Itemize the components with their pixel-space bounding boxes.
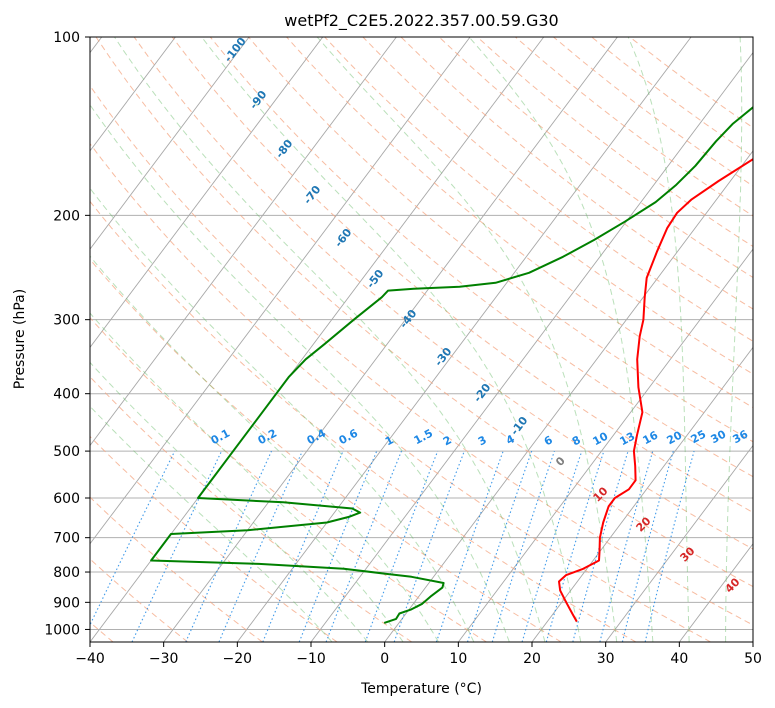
mixing-ratio-line xyxy=(364,450,439,642)
dewpoint-profile-line xyxy=(150,105,753,624)
mixing-ratio-line xyxy=(545,450,605,642)
y-tick-label: 300 xyxy=(53,313,80,329)
x-tick-label: −20 xyxy=(223,651,253,667)
mixing-ratio-line xyxy=(298,450,378,642)
y-tick-label: 900 xyxy=(53,595,80,611)
isotherm xyxy=(605,444,753,642)
y-tick-label: 500 xyxy=(53,444,80,460)
dry-adiabat xyxy=(90,85,753,626)
moist-adiabat xyxy=(468,37,654,642)
mixing-ratio-line xyxy=(90,450,176,627)
dry-adiabat xyxy=(90,435,338,642)
mixing-ratio-label: 20 xyxy=(665,428,685,447)
y-tick-label: 600 xyxy=(53,491,80,507)
x-tick-label: 10 xyxy=(449,651,467,667)
moist-adiabat xyxy=(316,37,618,642)
dry-adiabat xyxy=(90,142,711,642)
dry-adiabat xyxy=(90,258,562,642)
axis-ticks: −40 −30 −20 −10 0 10 20 30 40 50 100 200 300 400 500 60… xyxy=(44,30,762,667)
mixing-ratio-line xyxy=(466,450,533,642)
mixing-ratio-label: 13 xyxy=(618,430,638,449)
isotherm xyxy=(90,37,324,349)
temperature-profile-line xyxy=(558,158,753,623)
isotherm xyxy=(90,37,397,447)
mixing-ratio-line xyxy=(325,450,403,642)
y-tick-label: 100 xyxy=(53,30,80,46)
isotherm xyxy=(310,51,753,642)
x-tick-label: −40 xyxy=(75,651,105,667)
isotherm xyxy=(531,346,753,642)
series-layer xyxy=(150,105,753,624)
isotherm xyxy=(90,37,250,250)
dry-adiabat xyxy=(171,37,753,514)
y-tick-label: 400 xyxy=(53,387,80,403)
moist-adiabat xyxy=(627,37,690,642)
mixing-ratio-label: 36 xyxy=(731,427,751,446)
mixing-ratio-line xyxy=(185,450,273,642)
moist-adiabat xyxy=(90,405,333,642)
dry-adiabat xyxy=(362,37,753,342)
mixing-ratio-label: 25 xyxy=(689,428,709,447)
dry-adiabat xyxy=(95,37,753,588)
isotherm xyxy=(90,37,176,152)
moist-adiabat xyxy=(90,312,404,642)
plot-frame xyxy=(89,36,754,643)
x-tick-label: −10 xyxy=(296,651,326,667)
x-tick-label: 20 xyxy=(523,651,541,667)
moist-adiabat xyxy=(725,37,743,642)
moist-adiabat xyxy=(90,361,369,642)
isotherm xyxy=(163,37,618,642)
mixing-ratio-line xyxy=(262,450,344,642)
mixing-ratio-line xyxy=(521,450,583,642)
isotherm xyxy=(236,37,692,642)
mixing-ratio-label: 16 xyxy=(641,428,661,447)
moist-adiabat xyxy=(90,104,510,642)
mixing-ratio-line xyxy=(435,450,504,642)
x-tick-label: 30 xyxy=(597,651,615,667)
dry-adiabat xyxy=(90,375,413,642)
x-tick-label: −30 xyxy=(149,651,179,667)
x-tick-label: 40 xyxy=(670,651,688,667)
y-tick-label: 700 xyxy=(53,531,80,547)
mixing-ratio-line xyxy=(644,450,695,642)
isotherm xyxy=(90,37,471,545)
dry-adiabat xyxy=(133,37,753,550)
y-tick-label: 800 xyxy=(53,565,80,581)
moist-adiabat xyxy=(201,37,582,642)
mixing-ratio-label: 30 xyxy=(709,427,729,446)
mixing-ratio-label: 10 xyxy=(591,429,611,448)
y-axis-title: Pressure (hPa) xyxy=(12,289,28,389)
x-tick-label: 50 xyxy=(744,651,762,667)
dry-adiabat xyxy=(400,37,753,310)
x-tick-label: 0 xyxy=(380,651,389,667)
y-tick-label: 200 xyxy=(53,208,80,224)
mixing-ratio-line xyxy=(393,450,465,642)
dry-adiabat xyxy=(248,37,753,443)
isotherm xyxy=(457,248,753,642)
x-axis-title: Temperature (°C) xyxy=(360,681,482,697)
y-tick-label: 1000 xyxy=(44,622,80,638)
moist-adiabat xyxy=(90,187,475,642)
isotherm xyxy=(384,150,753,642)
chart-title: wetPf2_C2E5.2022.357.00.59.G30 xyxy=(284,11,558,31)
background-lines xyxy=(90,37,753,642)
mixing-ratio-line xyxy=(491,450,555,642)
mixing-ratio-line xyxy=(621,450,674,642)
dry-adiabat xyxy=(209,37,753,478)
moist-adiabat xyxy=(114,37,546,642)
mixing-ratio-line xyxy=(599,450,654,642)
